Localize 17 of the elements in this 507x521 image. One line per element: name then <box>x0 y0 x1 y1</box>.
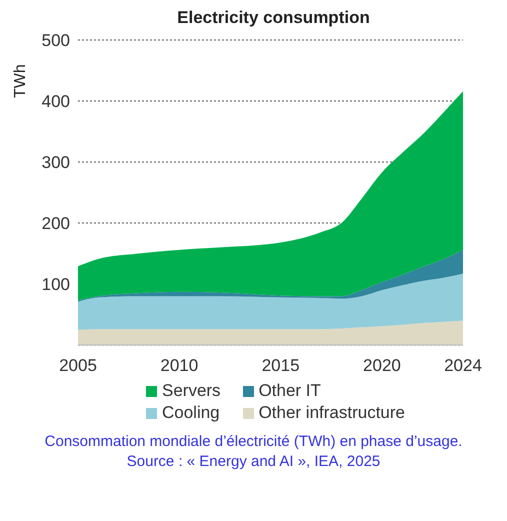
x-tick-label: 2005 <box>59 356 97 376</box>
legend-label: Other IT <box>258 381 321 401</box>
legend-label: Cooling <box>162 403 220 423</box>
chart-title: Electricity consumption <box>176 8 371 28</box>
y-tick-label: 200 <box>42 214 70 234</box>
x-tick-label: 2015 <box>262 356 300 376</box>
y-tick-label: 400 <box>42 92 70 112</box>
text: Consommation mondiale d’électricité (TWh) en phase d’usage. Source : « Energy and AI », IEA, 2025 <box>44 432 464 472</box>
y-tick-label: 100 <box>42 275 70 294</box>
x-tick-label: 2024 <box>444 356 482 376</box>
legend-label: Other infrastructure <box>258 403 406 423</box>
y-tick-label: 300 <box>42 153 70 172</box>
legend-label: Servers <box>162 381 221 401</box>
x-tick-label: 2010 <box>160 356 198 376</box>
y-axis-title: TWh <box>12 64 30 98</box>
y-tick-label: 500 <box>42 31 70 50</box>
x-tick-label: 2020 <box>363 356 401 376</box>
